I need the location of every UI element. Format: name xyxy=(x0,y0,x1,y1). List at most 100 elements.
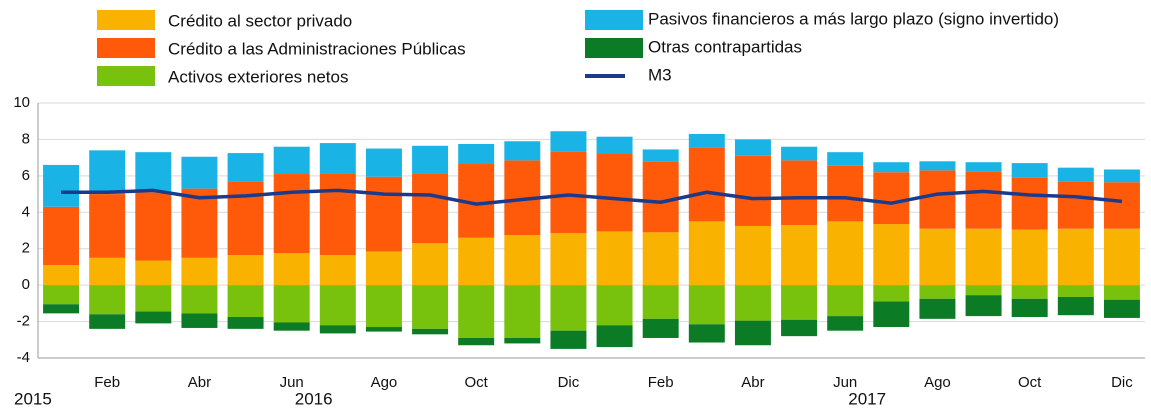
bar xyxy=(135,260,172,286)
bar xyxy=(227,317,264,329)
y-tick-label: 2 xyxy=(22,240,30,257)
bar xyxy=(365,176,402,252)
year-label: 2015 xyxy=(14,389,52,408)
year-label: 2017 xyxy=(848,389,886,408)
bar xyxy=(873,301,910,328)
x-tick-label: Feb xyxy=(94,374,120,391)
x-tick-label: Jun xyxy=(280,374,304,391)
year-label: 2016 xyxy=(295,389,333,408)
bar xyxy=(43,206,80,266)
bar xyxy=(919,170,956,229)
bar xyxy=(43,164,80,207)
bar xyxy=(688,221,725,286)
bar xyxy=(734,139,771,156)
bar xyxy=(43,304,80,314)
x-tick-label: Oct xyxy=(465,374,489,391)
bar xyxy=(734,320,771,346)
bar xyxy=(688,285,725,325)
bar xyxy=(412,145,449,174)
bar xyxy=(642,149,679,162)
x-tick-label: Dic xyxy=(1111,374,1133,391)
bar xyxy=(642,318,679,338)
bar xyxy=(412,328,449,335)
bar xyxy=(1103,228,1140,286)
bar xyxy=(319,285,356,326)
bar xyxy=(1057,181,1094,229)
bar xyxy=(688,324,725,343)
bar xyxy=(596,231,633,286)
bar xyxy=(89,150,126,195)
bar xyxy=(458,285,495,338)
bar xyxy=(1057,167,1094,182)
bar xyxy=(319,255,356,286)
bar xyxy=(873,285,910,302)
bar xyxy=(781,160,818,226)
bar xyxy=(89,257,126,286)
x-tick-label: Ago xyxy=(371,374,398,391)
legend-swatch xyxy=(97,66,155,86)
legend-swatch xyxy=(97,10,155,30)
bar xyxy=(642,232,679,286)
bar xyxy=(596,325,633,348)
bar xyxy=(273,146,310,175)
bar xyxy=(319,325,356,334)
y-tick-label: 6 xyxy=(22,167,30,184)
x-tick-label: Ago xyxy=(924,374,951,391)
bar xyxy=(458,237,495,286)
bar xyxy=(1103,299,1140,318)
legend-label: Otras contrapartidas xyxy=(648,37,802,56)
bar xyxy=(873,172,910,225)
bar xyxy=(181,188,218,258)
bar xyxy=(1103,169,1140,183)
bar xyxy=(181,257,218,286)
bar xyxy=(412,243,449,286)
bar xyxy=(1103,285,1140,300)
bar xyxy=(227,285,264,318)
bar xyxy=(965,285,1002,296)
legend-label: Activos exteriores netos xyxy=(168,67,348,86)
bar xyxy=(734,225,771,286)
bar xyxy=(365,327,402,332)
legend-item: Activos exteriores netos xyxy=(97,66,348,86)
bar xyxy=(227,153,264,182)
bar xyxy=(273,322,310,331)
x-tick-label: Abr xyxy=(188,374,211,391)
bar xyxy=(412,173,449,244)
bar xyxy=(458,337,495,346)
bar xyxy=(919,161,956,171)
bar xyxy=(412,285,449,329)
bar xyxy=(642,161,679,233)
bar xyxy=(181,285,218,314)
bar xyxy=(734,285,771,321)
bar xyxy=(965,171,1002,229)
bar xyxy=(550,151,587,234)
bar xyxy=(827,152,864,166)
line xyxy=(61,188,1123,206)
legend-item: Crédito a las Administraciones Públicas xyxy=(97,38,466,58)
bar xyxy=(688,133,725,148)
legend-item: Crédito al sector privado xyxy=(97,10,352,30)
bar xyxy=(827,221,864,286)
legend-swatch xyxy=(97,38,155,58)
bar xyxy=(781,225,818,286)
bar xyxy=(319,173,356,256)
bar xyxy=(550,233,587,286)
bar xyxy=(227,181,264,256)
bar xyxy=(504,337,541,344)
bar xyxy=(135,285,172,312)
bar xyxy=(1011,229,1048,286)
bar xyxy=(458,143,495,165)
bar xyxy=(965,295,1002,317)
bar xyxy=(688,147,725,222)
x-tick-label: Oct xyxy=(1018,374,1042,391)
bar xyxy=(181,313,218,328)
bar xyxy=(1057,285,1094,297)
bar xyxy=(596,285,633,326)
bar xyxy=(319,143,356,174)
legend-swatch xyxy=(585,10,643,30)
bar xyxy=(89,194,126,258)
bar xyxy=(781,146,818,161)
bar xyxy=(135,192,172,261)
bar xyxy=(135,152,172,193)
